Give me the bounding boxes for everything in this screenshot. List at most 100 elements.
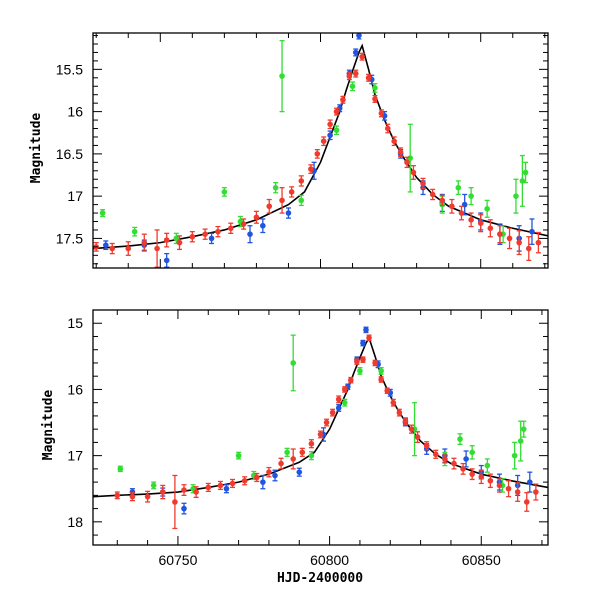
data-point bbox=[285, 210, 292, 216]
data-point bbox=[159, 489, 166, 495]
data-point bbox=[414, 434, 421, 440]
data-point bbox=[314, 151, 321, 157]
series-2 bbox=[114, 334, 539, 530]
data-point bbox=[266, 203, 273, 210]
y-tick-label: 17 bbox=[67, 188, 83, 204]
y-tick-label: 17 bbox=[67, 448, 83, 464]
data-point bbox=[457, 436, 463, 442]
data-point bbox=[520, 426, 527, 432]
data-point bbox=[372, 360, 378, 366]
data-point bbox=[279, 73, 285, 79]
data-point bbox=[284, 449, 290, 456]
data-point bbox=[308, 440, 315, 447]
data-point bbox=[432, 451, 439, 458]
top-panel: 15.5 16 16.5 17 17.5 bbox=[56, 32, 549, 269]
y-tick-label: 17.5 bbox=[56, 230, 83, 246]
data-point bbox=[468, 217, 474, 223]
data-point bbox=[217, 482, 224, 489]
data-point bbox=[391, 138, 397, 145]
data-point bbox=[523, 499, 530, 505]
data-point bbox=[402, 418, 409, 425]
plot-frame bbox=[92, 32, 549, 269]
plot-area bbox=[93, 33, 548, 268]
plot-frame bbox=[92, 309, 549, 546]
data-point bbox=[296, 469, 303, 475]
data-point bbox=[408, 426, 415, 432]
data-point bbox=[420, 180, 426, 187]
x-tick-label: 60850 bbox=[462, 552, 501, 568]
data-point bbox=[340, 96, 346, 103]
data-point bbox=[517, 438, 524, 444]
data-point bbox=[114, 492, 121, 499]
data-point bbox=[176, 239, 183, 246]
data-point bbox=[372, 96, 378, 102]
data-point bbox=[141, 239, 148, 246]
data-point bbox=[290, 456, 297, 462]
data-point bbox=[497, 231, 503, 237]
data-point bbox=[404, 159, 410, 166]
data-point bbox=[356, 33, 362, 39]
data-point bbox=[125, 245, 132, 252]
data-point bbox=[535, 239, 542, 246]
data-point bbox=[469, 471, 475, 477]
series-0 bbox=[129, 326, 533, 515]
data-point bbox=[468, 193, 474, 199]
data-point bbox=[525, 245, 532, 252]
data-point bbox=[333, 127, 340, 134]
data-point bbox=[202, 231, 208, 237]
data-point bbox=[451, 460, 457, 467]
data-point bbox=[117, 466, 124, 472]
data-point bbox=[477, 220, 484, 226]
data-point bbox=[487, 225, 494, 232]
data-point bbox=[341, 399, 348, 406]
data-point bbox=[378, 368, 384, 374]
data-point bbox=[458, 210, 465, 216]
data-point bbox=[241, 477, 248, 484]
data-point bbox=[442, 456, 448, 462]
data-point bbox=[360, 340, 366, 346]
series-2 bbox=[93, 52, 542, 268]
data-point bbox=[181, 505, 187, 512]
data-point bbox=[298, 197, 305, 204]
series-1 bbox=[99, 39, 529, 245]
data-point bbox=[469, 449, 475, 456]
data-point bbox=[320, 138, 327, 145]
data-point bbox=[205, 484, 212, 491]
data-point bbox=[260, 479, 266, 485]
data-point bbox=[455, 184, 462, 191]
data-point bbox=[279, 197, 285, 204]
data-point bbox=[163, 237, 170, 243]
bottom-y-axis-label: Magnitude bbox=[41, 390, 56, 461]
data-point bbox=[308, 452, 315, 459]
data-point bbox=[514, 489, 521, 495]
data-point bbox=[103, 242, 109, 248]
data-point bbox=[290, 360, 297, 366]
y-tick-label: 16.5 bbox=[56, 146, 83, 162]
x-axis-label: HJD-2400000 bbox=[277, 571, 363, 586]
data-point bbox=[272, 472, 278, 479]
data-point bbox=[390, 399, 397, 406]
data-point bbox=[506, 235, 513, 242]
data-point bbox=[533, 489, 539, 495]
y-tick-label: 15.5 bbox=[56, 61, 83, 77]
data-point bbox=[384, 125, 391, 132]
data-point bbox=[378, 376, 384, 383]
data-point bbox=[266, 469, 272, 475]
data-point bbox=[333, 108, 340, 115]
data-point bbox=[359, 53, 365, 60]
data-point bbox=[278, 460, 284, 467]
model-curve bbox=[93, 43, 548, 250]
data-point bbox=[478, 474, 485, 480]
bottom-panel: 60750 60800 60850 15 16 17 18 bbox=[67, 309, 549, 568]
data-point bbox=[317, 431, 324, 438]
data-point bbox=[163, 257, 170, 264]
data-point bbox=[229, 480, 236, 487]
data-point bbox=[129, 489, 136, 495]
data-point bbox=[354, 358, 360, 365]
data-point bbox=[372, 85, 378, 91]
data-point bbox=[240, 221, 247, 227]
x-tick-label: 60800 bbox=[310, 552, 349, 568]
data-point bbox=[329, 409, 336, 416]
data-point bbox=[298, 178, 305, 184]
